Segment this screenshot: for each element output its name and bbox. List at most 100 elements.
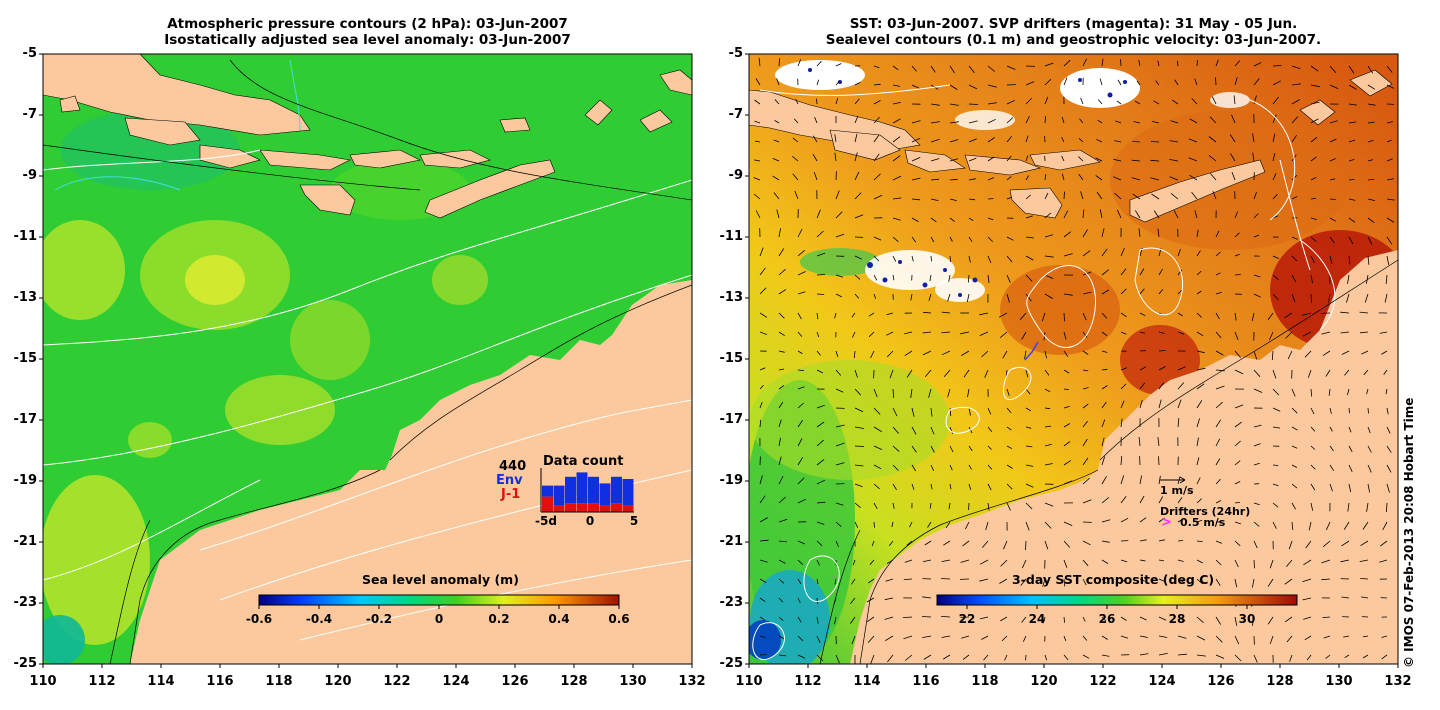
velocity-vector — [979, 578, 989, 582]
velocity-vector — [1215, 385, 1225, 390]
velocity-vector — [1329, 236, 1335, 244]
velocity-vector — [1025, 388, 1031, 395]
velocity-vector — [778, 368, 785, 371]
velocity-vector — [1082, 229, 1088, 238]
velocity-vector — [928, 388, 932, 398]
velocity-vector — [758, 57, 761, 67]
velocity-vector — [873, 134, 880, 143]
velocity-vector — [1386, 139, 1392, 143]
velocity-vector — [886, 331, 894, 336]
colorbar-tick-label: 0.2 — [488, 612, 510, 626]
velocity-vector — [1101, 331, 1108, 337]
velocity-vector — [816, 404, 825, 409]
velocity-vector — [929, 274, 932, 282]
velocity-vector — [778, 496, 786, 504]
velocity-vector — [892, 217, 901, 221]
velocity-vector — [1272, 193, 1278, 200]
velocity-vector — [1272, 133, 1276, 143]
velocity-vector — [892, 65, 899, 71]
x-tick-label: 114 — [853, 674, 881, 689]
velocity-vector — [813, 171, 818, 181]
velocity-vector — [1177, 60, 1179, 67]
velocity-vector — [1272, 114, 1277, 124]
velocity-vector — [1329, 217, 1336, 222]
velocity-vector — [1253, 274, 1261, 278]
velocity-vector — [1291, 196, 1298, 200]
y-tick-label: -9 — [728, 168, 743, 183]
velocity-vector — [1253, 654, 1258, 663]
velocity-vector — [1158, 382, 1165, 390]
velocity-vector — [1234, 559, 1239, 568]
velocity-vector — [778, 312, 785, 319]
y-tick-label: -13 — [719, 290, 744, 305]
velocity-vector — [1253, 443, 1261, 447]
velocity-vector — [1063, 350, 1069, 357]
velocity-vector — [1021, 616, 1027, 623]
velocity-vector — [1177, 366, 1186, 371]
velocity-vector — [778, 456, 782, 466]
velocity-vector — [1196, 437, 1199, 447]
velocity-vector — [1367, 65, 1374, 74]
velocity-vector — [911, 255, 914, 262]
velocity-vector — [987, 118, 996, 124]
velocity-vector — [1252, 152, 1255, 162]
velocity-vector — [1158, 268, 1163, 276]
x-tick-label: 118 — [265, 674, 293, 689]
velocity-vector — [930, 255, 932, 262]
velocity-vector — [1363, 369, 1369, 376]
sst-title: SST: 03-Jun-2007. SVP drifters (magenta)… — [749, 16, 1398, 48]
velocity-vector — [1003, 540, 1008, 550]
velocity-vector — [930, 483, 933, 490]
velocity-vector — [1063, 331, 1067, 340]
velocity-vector — [1348, 236, 1354, 245]
velocity-vector — [968, 65, 975, 73]
j1-count-bar — [611, 503, 622, 512]
velocity-vector — [892, 426, 900, 434]
velocity-vector — [892, 407, 898, 417]
velocity-vector — [1025, 293, 1032, 302]
velocity-vector — [1304, 635, 1312, 641]
velocity-vector — [1131, 177, 1141, 181]
velocity-vector — [1044, 96, 1049, 105]
velocity-vector — [1170, 193, 1179, 200]
x-tick-label: 120 — [1030, 674, 1058, 689]
velocity-vector — [1348, 426, 1352, 433]
velocity-vector — [1306, 654, 1312, 661]
velocity-vector — [797, 331, 803, 337]
velocity-vector — [1044, 212, 1052, 219]
velocity-vector — [1234, 616, 1238, 626]
velocity-vector — [949, 483, 952, 490]
axis-tick-marks — [39, 53, 1399, 668]
j1-count-bar — [542, 496, 553, 512]
velocity-vector — [778, 475, 784, 485]
velocity-vector — [1042, 616, 1046, 624]
velocity-vector — [1025, 483, 1034, 488]
velocity-vector — [816, 293, 825, 295]
velocity-vector — [1196, 229, 1199, 238]
velocity-vector — [834, 152, 837, 162]
velocity-vector — [947, 293, 951, 302]
velocity-vector — [1079, 118, 1084, 124]
velocity-vector — [1329, 483, 1333, 492]
velocity-vector — [1150, 159, 1160, 162]
velocity-vector — [1234, 502, 1241, 504]
velocity-vector — [797, 616, 802, 623]
velocity-vector — [1120, 59, 1122, 67]
velocity-vector — [778, 331, 785, 337]
velocity-vector — [1252, 133, 1255, 143]
velocity-vector — [1215, 59, 1219, 67]
velocity-vector — [1082, 387, 1089, 390]
velocity-vector — [1267, 616, 1274, 625]
velocity-vector — [873, 445, 883, 450]
velocity-vector — [1385, 388, 1388, 395]
velocity-vector — [1114, 140, 1122, 143]
velocity-vector — [1063, 423, 1071, 428]
velocity-vector — [884, 616, 894, 620]
velocity-vector — [1303, 559, 1312, 566]
velocity-vector — [911, 65, 917, 72]
velocity-vector — [1095, 157, 1103, 162]
velocity-vector — [968, 445, 973, 452]
velocity-vector — [753, 193, 761, 200]
velocity-vector — [949, 407, 952, 417]
velocity-vector — [835, 502, 844, 506]
